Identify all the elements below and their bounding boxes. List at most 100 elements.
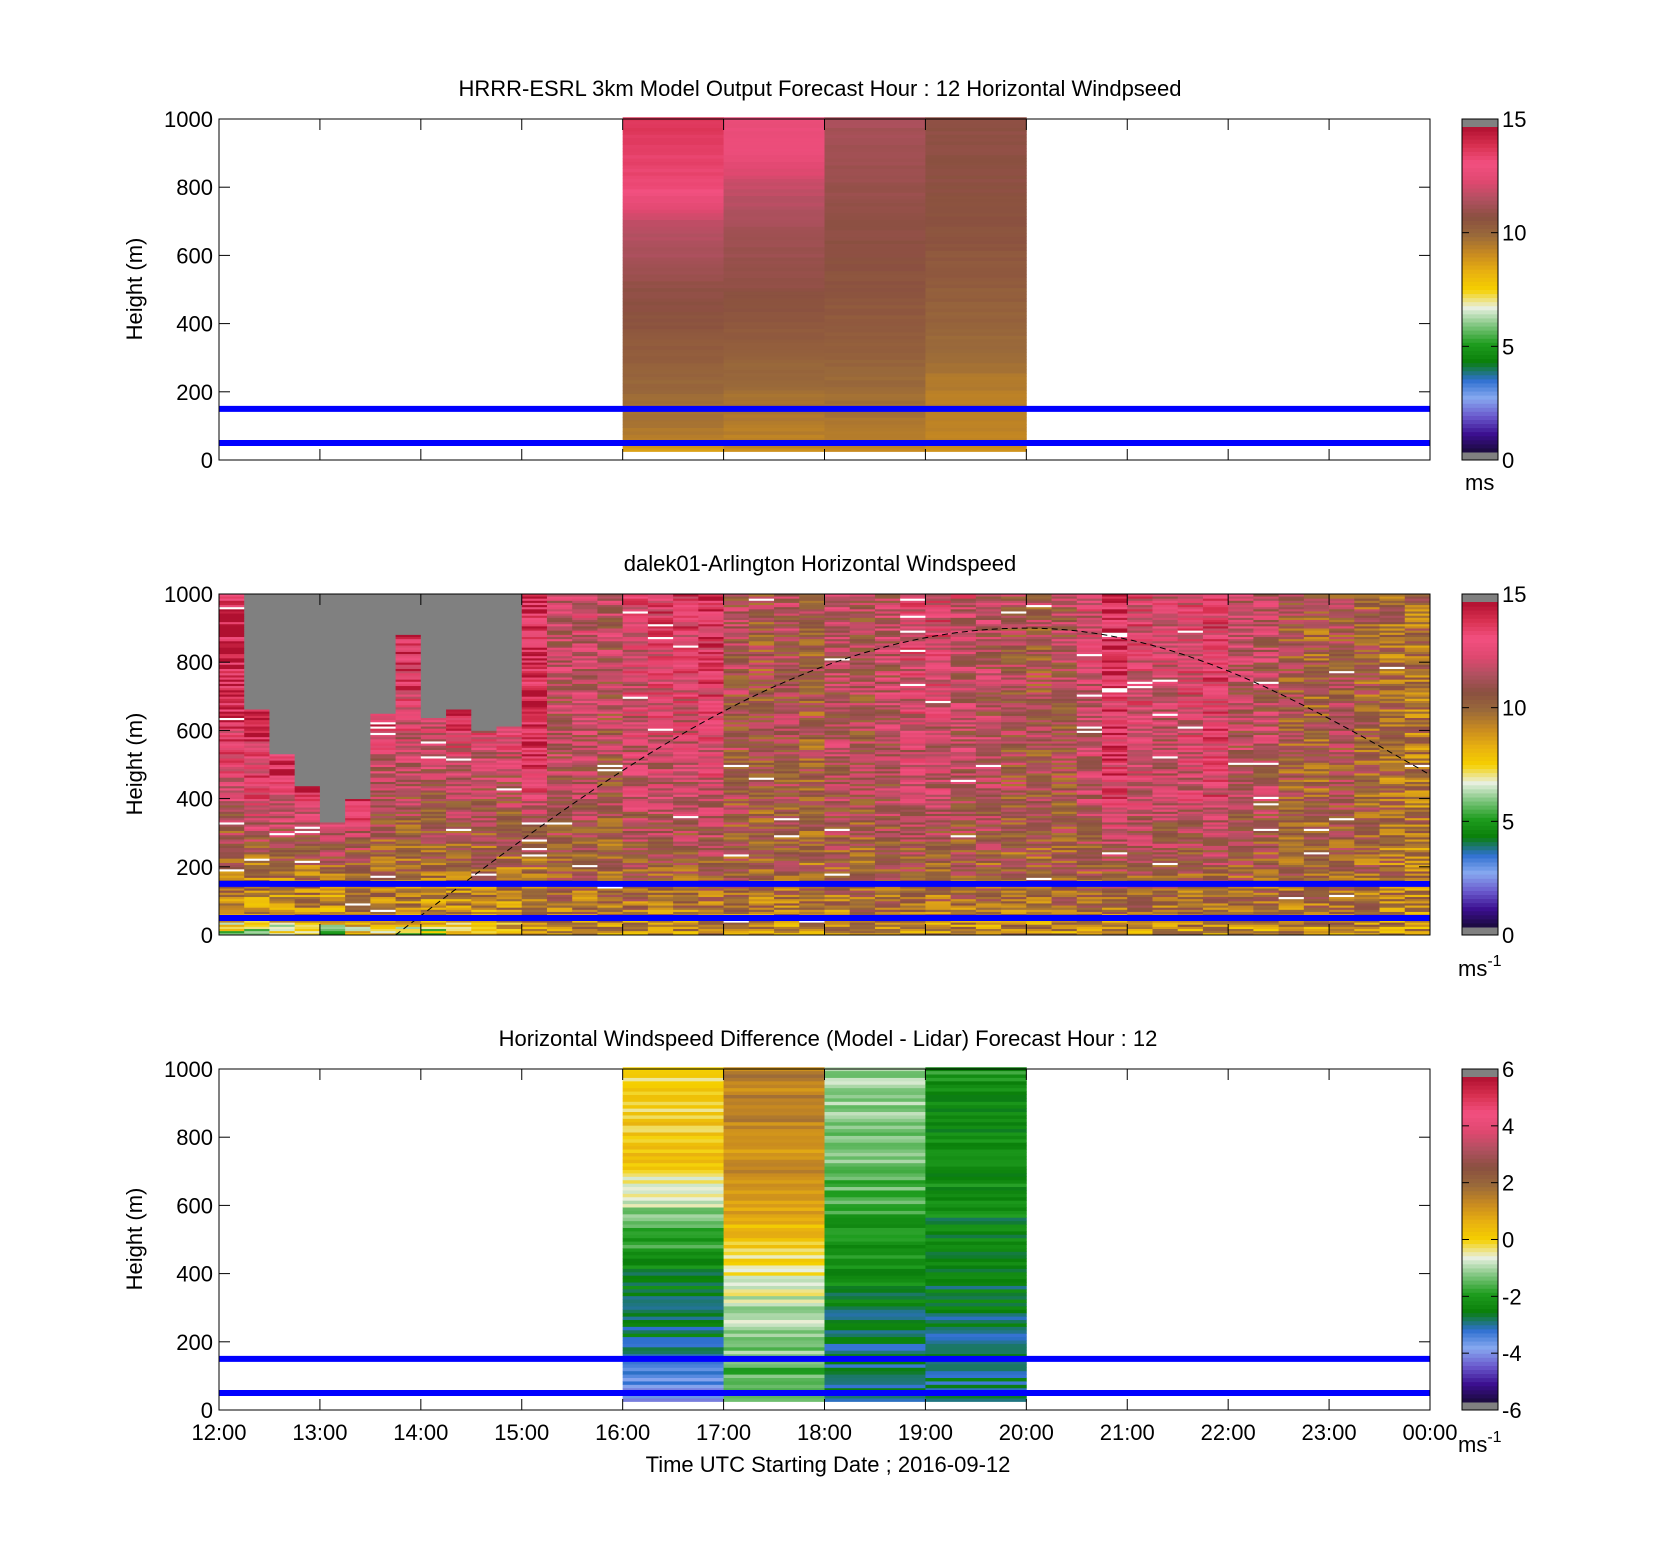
lidar-heatmap-cell [874,762,901,765]
model-colorbar-swatch [1462,127,1498,132]
lidar-heatmap-cell [471,790,497,793]
model-colorbar-tick-label: 15 [1502,107,1526,132]
lidar-heatmap-cell [471,849,497,853]
model-heatmap-cell [925,291,1027,296]
lidar-heatmap-cell [748,911,775,915]
lidar-heatmap-cell [774,839,800,842]
lidar-heatmap-cell [244,747,270,750]
lidar-heatmap-cell [874,909,901,912]
lidar-heatmap-cell [824,655,851,659]
lidar-heatmap-cell [345,636,371,640]
lidar-heatmap-cell [345,730,371,733]
lidar-heatmap-cell [774,645,800,648]
lidar-heatmap-cell [597,685,624,689]
lidar-heatmap-cell [219,719,245,723]
lidar-heatmap-cell [799,674,825,678]
lidar-heatmap-cell [446,798,472,802]
lidar-heatmap-cell [496,709,523,712]
lidar-heatmap-cell [723,594,750,597]
lidar-heatmap-cell [824,809,851,812]
lidar-heatmap-cell [319,888,346,891]
lidar-heatmap-cell [622,736,649,740]
lidar-heatmap-cell [874,885,901,889]
lidar-heatmap-cell [420,866,447,870]
model-heatmap-cell [723,420,825,425]
lidar-heatmap-cell [849,628,876,631]
lidar-heatmap-cell [900,764,926,768]
lidar-heatmap-cell [546,721,573,725]
model-colorbar-swatch [1462,435,1498,441]
lidar-heatmap-cell [774,749,800,753]
lidar-heatmap-cell [521,768,548,772]
lidar-heatmap-cell [496,836,523,840]
lidar-heatmap-cell [900,894,926,898]
lidar-heatmap-cell [597,694,624,697]
lidar-heatmap-cell [294,608,321,612]
lidar-heatmap-cell [546,896,573,900]
lidar-heatmap-cell [748,817,775,821]
lidar-heatmap-cell [849,732,876,736]
lidar-heatmap-cell [572,702,598,706]
lidar-heatmap-cell [849,909,876,912]
lidar-heatmap-cell [799,608,825,612]
lidar-heatmap-cell [698,832,724,836]
lidar-heatmap-cell [496,668,523,672]
lidar-heatmap-cell [849,670,876,674]
lidar-heatmap-cell [673,817,699,821]
model-y-tick-label: 200 [176,380,213,405]
lidar-heatmap-cell [723,670,750,674]
lidar-heatmap-cell [521,640,548,644]
lidar-heatmap-cell [622,787,649,791]
lidar-heatmap-cell [370,719,397,723]
lidar-heatmap-cell [294,836,321,840]
lidar-heatmap-cell [597,604,624,608]
lidar-heatmap-cell [420,802,447,806]
lidar-heatmap-cell [849,911,876,915]
lidar-heatmap-cell [647,860,674,863]
lidar-heatmap-cell [748,634,775,638]
lidar-heatmap-cell [824,898,851,902]
lidar-heatmap-cell [597,787,624,791]
lidar-heatmap-cell [698,647,724,650]
lidar-heatmap-cell [269,604,296,608]
model-heatmap-cell [925,335,1027,340]
lidar-heatmap-cell [698,653,724,657]
lidar-heatmap-cell [824,768,851,772]
lidar-heatmap-cell [622,892,649,895]
lidar-heatmap-cell [849,638,876,642]
lidar-heatmap-cell [900,696,926,699]
lidar-heatmap-cell [446,862,472,866]
lidar-heatmap-cell [900,819,926,823]
lidar-heatmap-cell [420,815,447,819]
model-colorbar-swatch [1462,155,1498,160]
lidar-heatmap-cell [723,700,750,704]
lidar-heatmap-cell [698,781,724,785]
lidar-heatmap-cell [244,692,270,695]
lidar-heatmap-cell [849,841,876,844]
panel-model: HRRR-ESRL 3km Model Output Forecast Hour… [122,76,1526,495]
model-heatmap-cell [723,236,825,241]
lidar-heatmap-cell [698,611,724,614]
lidar-heatmap-cell [244,730,270,733]
lidar-heatmap-cell [900,751,926,755]
lidar-heatmap-cell [471,834,497,838]
lidar-heatmap-cell [420,809,447,812]
lidar-heatmap-cell [597,770,624,774]
lidar-heatmap-cell [874,617,901,620]
lidar-heatmap-cell [824,730,851,733]
lidar-heatmap-cell [370,800,397,804]
lidar-heatmap-cell [723,706,750,710]
lidar-heatmap-cell [748,828,775,831]
model-heatmap-cell [925,233,1027,238]
lidar-heatmap-cell [874,851,901,855]
lidar-heatmap-cell [673,868,699,872]
lidar-heatmap-cell [698,741,724,744]
lidar-heatmap-cell [799,762,825,765]
model-heatmap-cell [622,321,724,326]
lidar-heatmap-cell [849,698,876,701]
lidar-heatmap-cell [673,724,699,727]
lidar-heatmap-cell [269,649,296,652]
lidar-heatmap-cell [319,702,346,706]
lidar-heatmap-cell [471,787,497,791]
lidar-heatmap-cell [673,790,699,793]
